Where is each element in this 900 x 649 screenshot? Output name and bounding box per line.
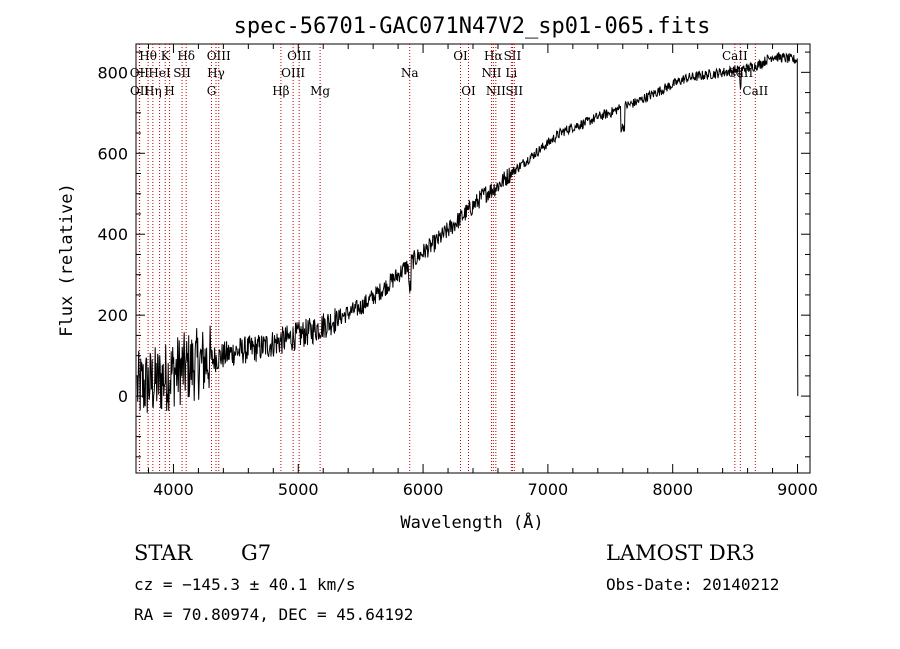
x-tick-label: 8000 (652, 480, 693, 499)
redshift-velocity: cz = −145.3 ± 40.1 km/s (134, 575, 356, 594)
spectral-line-label: K (161, 49, 171, 63)
spectral-line-label: Hδ (177, 49, 195, 63)
x-tick-label: 5000 (278, 480, 319, 499)
y-axis-label: Flux (relative) (57, 183, 77, 337)
y-tick-label: 0 (118, 387, 128, 406)
spectral-line-label: OII (130, 84, 150, 98)
spectral-line-label: SII (173, 66, 191, 80)
spectral-line-label: NII (481, 66, 501, 80)
spectral-line-label: OIII (281, 66, 305, 80)
x-tick-label: 6000 (403, 480, 444, 499)
spectral-line-label: OII (130, 66, 150, 80)
spectral-line-label: SII (504, 49, 522, 63)
spectral-line-label: CaII (722, 49, 748, 63)
y-axis-ticks: 0 200 400 600 800 (97, 51, 810, 458)
spectral-line-label: H (164, 84, 174, 98)
spectral-line-label: OI (453, 49, 468, 63)
spectral-line-label: NII (486, 84, 506, 98)
x-tick-label: 4000 (153, 480, 194, 499)
survey-name: LAMOST DR3 (606, 541, 755, 565)
y-tick-label: 400 (97, 225, 128, 244)
spectrum-line (136, 52, 799, 413)
x-axis-label: Wavelength (Å) (400, 511, 543, 533)
x-axis-ticks: 4000 5000 6000 7000 8000 9000 (147, 44, 818, 499)
spectral-line-label: OIII (207, 49, 231, 63)
spectral-line-label: Mg (310, 84, 330, 98)
spectral-line-label: Li (505, 66, 517, 80)
chart-title: spec-56701-GAC071N47V2_sp01-065.fits (234, 14, 711, 39)
plot-frame (135, 43, 811, 474)
spectral-line-label: HeI (148, 66, 171, 80)
spectral-line-label: OI (461, 84, 476, 98)
spectral-line-label: Hθ (139, 49, 157, 63)
spectral-line-label: OIII (287, 49, 311, 63)
spectral-line-label: Hγ (207, 66, 225, 80)
y-tick-label: 200 (97, 306, 128, 325)
spectral-line-label: Hα (484, 49, 503, 63)
spectral-line-label: CaII (742, 84, 768, 98)
observation-date: Obs-Date: 20140212 (606, 575, 779, 594)
spectral-line-label: G (207, 84, 217, 98)
ra-dec-coordinates: RA = 70.80974, DEC = 45.64192 (134, 605, 413, 624)
x-tick-label: 7000 (528, 480, 569, 499)
spectral-line-label: Hβ (272, 84, 289, 98)
object-class: STAR (134, 541, 193, 565)
y-tick-label: 600 (97, 144, 128, 163)
spectral-line-label: SII (505, 84, 523, 98)
spectral-line-label: Hη (144, 84, 162, 98)
x-tick-label: 9000 (777, 480, 818, 499)
object-subclass: G7 (241, 541, 271, 565)
spectral-line-label: Na (401, 66, 419, 80)
y-tick-label: 800 (97, 63, 128, 82)
